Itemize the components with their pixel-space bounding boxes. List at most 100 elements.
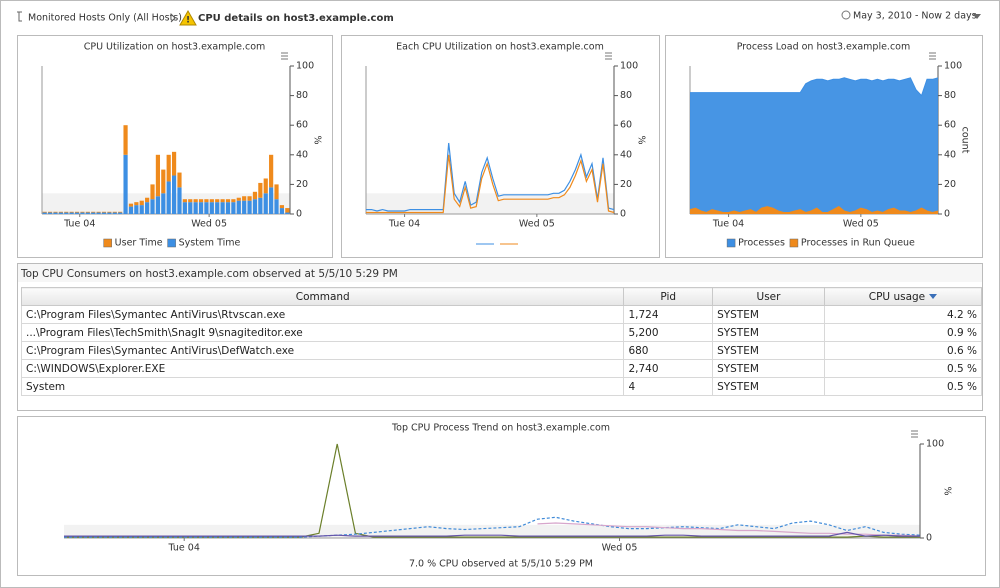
table-cell: C:\Program Files\Symantec AntiVirus\DefW… xyxy=(20,341,625,360)
y-tick-label: 60 xyxy=(944,120,956,131)
bar-segment xyxy=(107,211,112,213)
chart-menu[interactable] xyxy=(911,430,918,438)
table-row[interactable]: C:\Program Files\Symantec AntiVirus\Rtvs… xyxy=(20,305,983,324)
bar-segment xyxy=(279,208,285,214)
y-axis-label: % xyxy=(312,135,323,144)
bar-segment xyxy=(101,212,107,214)
chart-menu[interactable] xyxy=(929,52,936,60)
column-header[interactable]: CPU usage xyxy=(823,287,983,306)
table-row[interactable]: ...\Program Files\TechSmith\SnagIt 9\sna… xyxy=(20,323,983,342)
column-header[interactable]: Command xyxy=(20,287,625,306)
table-cell: C:\WINDOWS\Explorer.EXE xyxy=(20,359,625,378)
column-title: Pid xyxy=(660,290,677,303)
x-tick-label: Tue 04 xyxy=(388,219,420,230)
bar-segment xyxy=(74,211,80,213)
bar-segment xyxy=(242,196,247,201)
chart-title: Top CPU Process Trend on host3.example.c… xyxy=(391,423,610,434)
y-tick-label: 100 xyxy=(296,61,314,72)
separator xyxy=(170,13,176,23)
time-range[interactable]: May 3, 2010 - Now 2 days xyxy=(853,11,977,22)
chart-menu[interactable] xyxy=(281,52,288,60)
bar-segment xyxy=(58,211,63,213)
bar-segment xyxy=(150,199,155,214)
column-title: Command xyxy=(295,290,350,303)
bar-segment xyxy=(139,200,144,206)
table-cell: 0.5 % xyxy=(823,359,983,378)
bar-segment xyxy=(150,184,155,200)
table-row[interactable]: System 4 SYSTEM 0.5 % xyxy=(20,377,983,396)
bar-segment xyxy=(80,211,85,213)
series-line xyxy=(366,154,615,214)
column-header[interactable]: User xyxy=(712,287,825,306)
bar-segment xyxy=(220,199,225,203)
legend-label: Processes in Run Queue xyxy=(801,238,915,249)
table-cell: 4.2 % xyxy=(823,305,983,324)
bar-segment xyxy=(74,212,80,214)
bar-segment xyxy=(231,199,236,203)
bar-segment xyxy=(263,178,268,194)
bar-segment xyxy=(188,199,193,203)
bar-segment xyxy=(134,205,139,214)
table-cell: SYSTEM xyxy=(712,377,825,396)
bar-segment xyxy=(209,202,214,214)
breadcrumb[interactable]: Monitored Hosts Only (All Hosts) xyxy=(28,13,182,24)
table-cell: 1,724 xyxy=(623,305,714,324)
bar-segment xyxy=(69,211,74,213)
bar-segment xyxy=(269,187,274,214)
bar-segment xyxy=(91,212,96,214)
bar-segment xyxy=(204,202,209,214)
bar-segment xyxy=(269,154,274,188)
dropdown-arrow[interactable] xyxy=(973,14,981,19)
series-line xyxy=(64,531,920,537)
bar-segment xyxy=(274,184,279,200)
bar-segment xyxy=(155,196,161,214)
sort-arrow xyxy=(929,294,938,299)
legend: User Time System Time xyxy=(103,238,240,249)
x-tick-label: Tue 04 xyxy=(168,543,200,554)
y-axis-label: % xyxy=(942,486,953,495)
column-header[interactable]: Pid xyxy=(623,287,714,306)
y-tick-label: 20 xyxy=(944,179,956,190)
bar-segment xyxy=(182,199,187,203)
bar-segment xyxy=(166,154,171,182)
bar-segment xyxy=(96,212,101,214)
bar-segment xyxy=(53,211,58,213)
y-tick-label: 0 xyxy=(296,209,302,220)
bar-segment xyxy=(220,202,225,214)
bar-segment xyxy=(177,187,182,214)
chart-menu[interactable] xyxy=(605,52,612,60)
bar-segment xyxy=(279,205,285,209)
bar-segment xyxy=(193,199,198,203)
bar-segment xyxy=(58,212,63,214)
y-tick-label: 20 xyxy=(620,179,632,190)
bar-segment xyxy=(155,154,161,197)
bar-segment xyxy=(198,202,204,214)
bar-segment xyxy=(139,205,144,214)
y-tick-label: 40 xyxy=(620,149,632,160)
header-row: Command Pid User CPU usage xyxy=(20,287,983,306)
bar-segment xyxy=(182,202,187,214)
y-tick-label: 80 xyxy=(296,90,308,101)
bar-segment xyxy=(161,193,166,214)
chart-panel xyxy=(17,35,333,258)
bar-segment xyxy=(47,212,53,214)
table-row[interactable]: C:\Program Files\Symantec AntiVirus\DefW… xyxy=(20,341,983,360)
bar-segment xyxy=(236,197,241,201)
warning-mark: ! xyxy=(186,16,190,26)
clock-icon xyxy=(841,10,851,20)
y-tick-label: 60 xyxy=(620,120,632,131)
y-tick-label: 40 xyxy=(944,149,956,160)
bar-segment xyxy=(188,202,193,214)
table-row[interactable]: C:\WINDOWS\Explorer.EXE 2,740 SYSTEM 0.5 % xyxy=(20,359,983,378)
table-title-bar xyxy=(18,264,982,282)
bar-segment xyxy=(204,199,209,203)
bar-segment xyxy=(193,202,198,214)
legend-swatch xyxy=(726,238,736,248)
table-cell: 2,740 xyxy=(623,359,714,378)
x-tick-label: Wed 05 xyxy=(843,219,879,230)
bar-segment xyxy=(101,211,107,213)
bar-segment xyxy=(128,206,134,214)
table-cell: System xyxy=(20,377,625,396)
table-cell: SYSTEM xyxy=(712,305,825,324)
x-tick-label: Wed 05 xyxy=(519,219,555,230)
